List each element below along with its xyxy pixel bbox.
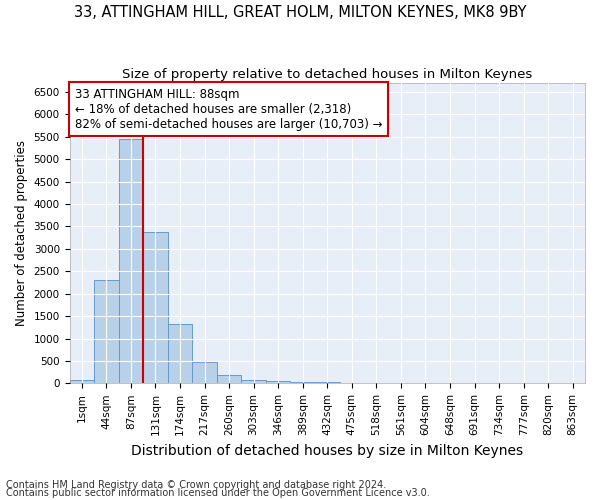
Title: Size of property relative to detached houses in Milton Keynes: Size of property relative to detached ho…	[122, 68, 532, 80]
Bar	[315, 382, 340, 384]
Text: 33 ATTINGHAM HILL: 88sqm
← 18% of detached houses are smaller (2,318)
82% of sem: 33 ATTINGHAM HILL: 88sqm ← 18% of detach…	[74, 88, 382, 130]
Text: 33, ATTINGHAM HILL, GREAT HOLM, MILTON KEYNES, MK8 9BY: 33, ATTINGHAM HILL, GREAT HOLM, MILTON K…	[74, 5, 526, 20]
Text: Contains HM Land Registry data © Crown copyright and database right 2024.: Contains HM Land Registry data © Crown c…	[6, 480, 386, 490]
Bar	[143, 232, 168, 384]
Bar	[70, 380, 94, 384]
X-axis label: Distribution of detached houses by size in Milton Keynes: Distribution of detached houses by size …	[131, 444, 523, 458]
Bar	[119, 139, 143, 384]
Y-axis label: Number of detached properties: Number of detached properties	[15, 140, 28, 326]
Text: Contains public sector information licensed under the Open Government Licence v3: Contains public sector information licen…	[6, 488, 430, 498]
Bar	[241, 380, 266, 384]
Bar	[266, 381, 290, 384]
Bar	[192, 362, 217, 384]
Bar	[290, 382, 315, 384]
Bar	[94, 280, 119, 384]
Bar	[168, 324, 192, 384]
Bar	[217, 375, 241, 384]
